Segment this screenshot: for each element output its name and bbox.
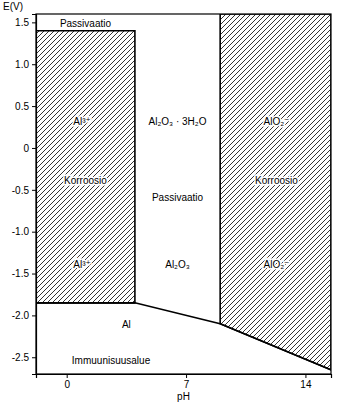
tick: -0.5: [12, 185, 36, 196]
tick-label: 0.5: [15, 101, 29, 112]
annotation: Al₂O₃: [165, 259, 190, 270]
annotation: Korroosio: [64, 175, 107, 186]
tick-mark: [32, 22, 36, 23]
tick-label: 0: [23, 143, 29, 154]
tick-mark: [32, 232, 36, 233]
tick: 14: [300, 374, 312, 390]
tick-mark: [32, 190, 36, 191]
tick: -1.0: [12, 226, 36, 237]
tick: 1.0: [15, 59, 36, 70]
marks: [36, 14, 331, 370]
tick-mark: [32, 106, 36, 107]
tick: -1.5: [12, 268, 36, 279]
region: [220, 14, 331, 370]
y-axis-title: E(V): [3, 1, 23, 12]
tick-label: 0: [64, 379, 70, 390]
annotation: Korroosio: [255, 175, 298, 186]
tick: 0: [64, 374, 70, 390]
region: [36, 31, 135, 303]
annotation: Al₂O₃ · 3H₂O: [149, 116, 207, 127]
axis-line: [37, 375, 332, 379]
tick-label: -1.5: [12, 268, 30, 279]
tick: 7: [184, 374, 190, 390]
tick-mark: [305, 374, 306, 378]
tick-label: 1.5: [15, 17, 29, 28]
annotation: Passivaatio: [60, 18, 112, 29]
annotation: Passivaatio: [152, 192, 204, 203]
x-axis: 0 7 14: [37, 374, 332, 390]
x-axis-title: pH: [177, 391, 190, 402]
tick-mark: [32, 64, 36, 65]
boundary-line: [36, 303, 331, 370]
annotation: AlO₂⁻: [264, 116, 290, 127]
annotations: Passivaatio Al³⁺ Korroosio Al³⁺ Al₂O₃ · 3H₂O…: [60, 18, 298, 366]
tick-mark: [32, 274, 36, 275]
tick-mark: [67, 374, 68, 378]
tick: -2.0: [12, 310, 36, 321]
annotation: Al³⁺: [73, 259, 91, 270]
annotation: Al: [122, 319, 131, 330]
chart: 0 7 14 1.5 1.0 0.5 0 -0.5 -1.0 -1.5 -2.0 -2.5 Passiv…: [0, 0, 339, 404]
frame: [36, 14, 331, 374]
annotation: Immuunisuusalue: [72, 355, 151, 366]
tick-label: -0.5: [12, 185, 30, 196]
tick: 0: [23, 143, 36, 154]
axis-line: [32, 15, 37, 375]
tick-mark: [186, 374, 187, 378]
tick: 0.5: [15, 101, 36, 112]
tick-label: -1.0: [12, 226, 30, 237]
tick-label: -2.0: [12, 310, 30, 321]
tick: 1.5: [15, 17, 36, 28]
tick-label: 14: [300, 379, 312, 390]
tick: -2.5: [12, 352, 36, 363]
tick-mark: [32, 148, 36, 149]
tick-mark: [32, 357, 36, 358]
plot: 0 7 14 1.5 1.0 0.5 0 -0.5 -1.0 -1.5 -2.0 -2.5 Passiv…: [12, 14, 332, 390]
tick-mark: [32, 315, 36, 316]
tick-label: 1.0: [15, 59, 29, 70]
y-axis: 1.5 1.0 0.5 0 -0.5 -1.0 -1.5 -2.0 -2.5: [12, 15, 37, 375]
annotation: AlO₂⁻: [264, 259, 290, 270]
tick-label: 7: [184, 379, 190, 390]
annotation: Al³⁺: [73, 116, 91, 127]
tick-label: -2.5: [12, 352, 30, 363]
